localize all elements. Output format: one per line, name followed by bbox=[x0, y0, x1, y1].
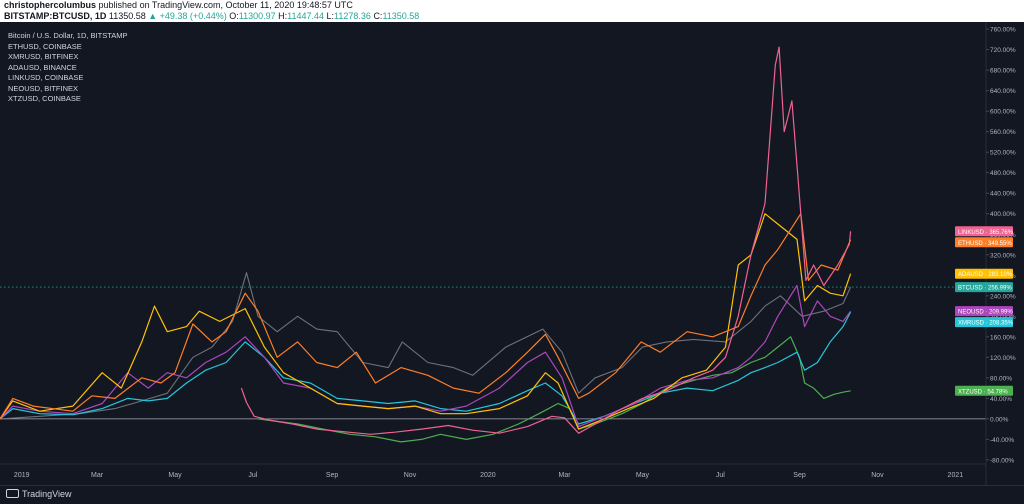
badge-xtzusd bbox=[955, 385, 1013, 396]
x-tick-label: Mar bbox=[91, 472, 104, 479]
x-tick-label: May bbox=[636, 472, 650, 479]
badge-label-ethusd: ETHUSD · 349.55% bbox=[958, 241, 1012, 247]
badge-label-xtzusd: XTZUSD · 54.78% bbox=[958, 389, 1008, 395]
y-tick-label: 80.00% bbox=[990, 375, 1012, 382]
badge-xmrusd bbox=[955, 317, 1013, 328]
y-tick-label: 720.00% bbox=[990, 47, 1016, 54]
high-value: 11447.44 bbox=[287, 11, 325, 21]
tradingview-logo-icon bbox=[6, 489, 19, 498]
close-label: C: bbox=[373, 11, 383, 21]
series-lines bbox=[0, 46, 852, 443]
time-axis[interactable]: 2019 Mar May Jul Sep Nov 2020 Mar May Jul Sep Nov 20… bbox=[0, 463, 986, 479]
chart-header: christophercolumbus published on Trading… bbox=[0, 0, 1024, 22]
badge-btcusd bbox=[955, 282, 1013, 293]
y-tick-label: 0.00% bbox=[990, 416, 1009, 423]
x-tick-label: 2021 bbox=[948, 472, 964, 479]
x-tick-label: Sep bbox=[326, 472, 339, 479]
y-tick-label: 640.00% bbox=[990, 88, 1016, 95]
y-tick-label: 240.00% bbox=[990, 293, 1016, 300]
legend-entry[interactable]: NEOUSD, BITFINEX bbox=[8, 83, 79, 93]
last-price: 11350.58 bbox=[108, 11, 146, 21]
price-change: ▲ +49.38 (+0.44%) bbox=[148, 11, 227, 21]
series-line-ethusd bbox=[0, 213, 852, 420]
legend-entry[interactable]: XMRUSD, BITFINEX bbox=[8, 52, 79, 61]
badge-label-btcusd: BTCUSD · 256.99% bbox=[958, 286, 1012, 292]
publish-date: published on TradingView.com, October 11… bbox=[98, 0, 353, 10]
badge-linkusd bbox=[955, 226, 1013, 237]
y-tick-label: 680.00% bbox=[990, 68, 1016, 75]
y-tick-label: 120.00% bbox=[990, 355, 1016, 362]
series-line-neousd bbox=[0, 284, 852, 428]
y-tick-label: 520.00% bbox=[990, 150, 1016, 157]
x-tick-label: Nov bbox=[404, 472, 417, 479]
badge-ethusd bbox=[955, 237, 1013, 248]
reference-lines bbox=[0, 286, 986, 420]
x-tick-label: Mar bbox=[558, 472, 571, 479]
x-tick-label: Sep bbox=[793, 472, 806, 479]
ohlc-line: BITSTAMP:BTCUSD, 1D 11350.58 ▲ +49.38 (+… bbox=[4, 11, 419, 22]
y-tick-label: 40.00% bbox=[990, 396, 1012, 403]
series-line-adausd bbox=[0, 213, 852, 430]
chart-legend: Bitcoin / U.S. Dollar, 1D, BITSTAMP ETHUS… bbox=[8, 31, 127, 105]
open-value: 11300.97 bbox=[238, 11, 276, 21]
legend-entry[interactable]: ADAUSD, BINANCE bbox=[8, 62, 77, 72]
x-tick-label: Jul bbox=[248, 472, 257, 479]
badge-label-linkusd: LINKUSD · 365.76% bbox=[958, 230, 1014, 236]
legend-entry[interactable]: XTZUSD, COINBASE bbox=[8, 94, 81, 103]
x-tick-label: Jul bbox=[716, 472, 725, 479]
x-tick-label: Nov bbox=[871, 472, 884, 479]
footer: TradingView bbox=[0, 485, 1024, 504]
y-tick-label: -40.00% bbox=[990, 437, 1014, 444]
x-tick-label: 2019 bbox=[14, 472, 30, 479]
publish-info: christophercolumbus published on Trading… bbox=[4, 0, 353, 11]
x-tick-label: May bbox=[168, 472, 182, 479]
y-tick-label: 160.00% bbox=[990, 334, 1016, 341]
series-line-xtzusd bbox=[257, 336, 851, 443]
y-tick-label: 480.00% bbox=[990, 170, 1016, 177]
y-tick-label: 440.00% bbox=[990, 191, 1016, 198]
badge-label-neousd: NEOUSD · 209.99% bbox=[958, 310, 1013, 316]
symbol-label: BITSTAMP:BTCUSD, 1D bbox=[4, 11, 107, 21]
low-label: L: bbox=[326, 11, 335, 21]
high-label: H: bbox=[278, 11, 288, 21]
low-value: 11278.36 bbox=[334, 11, 371, 21]
x-tick-label: 2020 bbox=[480, 472, 496, 479]
open-label: O: bbox=[229, 11, 239, 21]
badge-adausd bbox=[955, 268, 1013, 279]
series-badges: LINKUSD · 365.76% ETHUSD · 349.55% ADAUSD … bbox=[955, 226, 1014, 396]
close-value: 11350.58 bbox=[382, 11, 420, 21]
series-line-btcusd bbox=[0, 272, 852, 420]
y-tick-label: 560.00% bbox=[990, 129, 1016, 136]
y-tick-label: 400.00% bbox=[990, 211, 1016, 218]
badge-neousd bbox=[955, 306, 1013, 317]
series-line-xmrusd bbox=[0, 311, 852, 425]
author-name[interactable]: christophercolumbus bbox=[4, 0, 97, 10]
tradingview-brand[interactable]: TradingView bbox=[6, 489, 72, 499]
brand-label: TradingView bbox=[22, 489, 72, 499]
y-tick-label: -80.00% bbox=[990, 457, 1014, 464]
badge-label-xmrusd: XMRUSD · 208.35% bbox=[958, 321, 1014, 327]
series-line-linkusd bbox=[240, 46, 852, 435]
y-tick-label: 320.00% bbox=[990, 252, 1016, 259]
comparison-chart[interactable]: 760.00% 720.00% 680.00% 640.00% 600.00% 560.0… bbox=[0, 22, 1024, 485]
legend-entry[interactable]: LINKUSD, COINBASE bbox=[8, 73, 84, 82]
badge-label-adausd: ADAUSD · 283.10% bbox=[958, 272, 1013, 278]
legend-entry[interactable]: Bitcoin / U.S. Dollar, 1D, BITSTAMP bbox=[8, 31, 128, 40]
legend-entry[interactable]: ETHUSD, COINBASE bbox=[8, 41, 82, 51]
y-tick-label: 600.00% bbox=[990, 109, 1016, 116]
y-tick-label: 760.00% bbox=[990, 27, 1016, 34]
